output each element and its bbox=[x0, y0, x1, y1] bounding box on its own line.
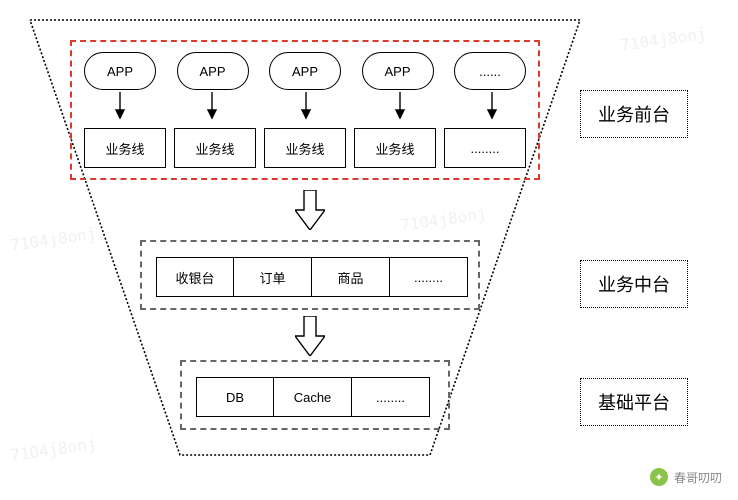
mid-label: 订单 bbox=[259, 268, 285, 287]
base-box: DB bbox=[196, 377, 274, 417]
bizline-box: 业务线 bbox=[354, 128, 436, 168]
wechat-watermark: ✦ 春哥叨叨 bbox=[650, 468, 722, 486]
side-label-mid: 业务中台 bbox=[580, 260, 688, 308]
bizline-label: 业务线 bbox=[105, 139, 144, 158]
app-oval: ...... bbox=[454, 52, 526, 90]
front-arrows bbox=[72, 90, 538, 122]
side-label-base: 基础平台 bbox=[580, 378, 688, 426]
layer-front: APP APP APP APP ...... 业务线 业务线 业务线 业务线 .… bbox=[70, 40, 540, 180]
mid-label: 商品 bbox=[337, 268, 363, 287]
bizline-label: 业务线 bbox=[375, 139, 414, 158]
layer-mid: 收银台 订单 商品 ........ bbox=[140, 240, 480, 310]
bizline-box: ........ bbox=[444, 128, 526, 168]
wechat-icon: ✦ bbox=[650, 468, 668, 486]
base-label: DB bbox=[226, 390, 244, 405]
mid-items-row: 收银台 订单 商品 ........ bbox=[156, 257, 468, 297]
mid-box: 收银台 bbox=[156, 257, 234, 297]
bizline-label: ........ bbox=[471, 141, 500, 156]
base-items-row: DB Cache ........ bbox=[196, 377, 430, 417]
base-label: Cache bbox=[294, 390, 332, 405]
bizline-box: 业务线 bbox=[264, 128, 346, 168]
diagram-stage: 7104j8onj 7104j8onj 7104j8onj 7104j8onj … bbox=[0, 0, 738, 500]
app-oval: APP bbox=[269, 52, 341, 90]
mid-box: 商品 bbox=[312, 257, 390, 297]
arrow-front-to-mid bbox=[295, 190, 325, 230]
bizline-label: 业务线 bbox=[285, 139, 324, 158]
app-label: APP bbox=[384, 64, 410, 79]
app-oval: APP bbox=[177, 52, 249, 90]
base-box: ........ bbox=[352, 377, 430, 417]
layer-base: DB Cache ........ bbox=[180, 360, 450, 430]
app-label: APP bbox=[107, 64, 133, 79]
arrow-mid-to-base bbox=[295, 316, 325, 356]
mid-label: ........ bbox=[414, 270, 443, 285]
bizline-label: 业务线 bbox=[195, 139, 234, 158]
base-label: ........ bbox=[376, 390, 405, 405]
base-box: Cache bbox=[274, 377, 352, 417]
front-apps-row: APP APP APP APP ...... bbox=[84, 52, 526, 90]
app-oval: APP bbox=[84, 52, 156, 90]
mid-box: ........ bbox=[390, 257, 468, 297]
mid-label: 收银台 bbox=[175, 268, 214, 287]
app-label: APP bbox=[292, 64, 318, 79]
bizline-box: 业务线 bbox=[84, 128, 166, 168]
front-bizline-row: 业务线 业务线 业务线 业务线 ........ bbox=[84, 128, 526, 168]
mid-box: 订单 bbox=[234, 257, 312, 297]
app-label: APP bbox=[199, 64, 225, 79]
watermark-text: 春哥叨叨 bbox=[674, 469, 722, 486]
app-oval: APP bbox=[362, 52, 434, 90]
app-label: ...... bbox=[479, 64, 501, 79]
side-label-front: 业务前台 bbox=[580, 90, 688, 138]
bizline-box: 业务线 bbox=[174, 128, 256, 168]
